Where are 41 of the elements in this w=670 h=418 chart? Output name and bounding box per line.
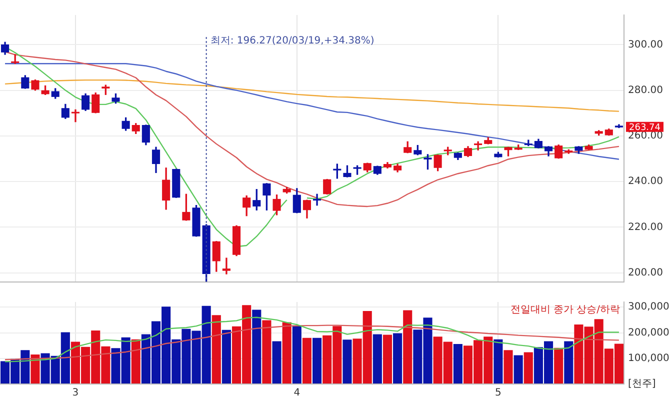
- bar: [453, 344, 462, 384]
- x-tick-label: 3: [72, 388, 79, 399]
- bar: [282, 322, 292, 384]
- bar: [212, 315, 221, 384]
- bar: [403, 310, 412, 384]
- bar: [393, 333, 402, 384]
- bar: [312, 338, 322, 384]
- bar: [272, 341, 282, 384]
- bar: [30, 354, 40, 384]
- y-tick-label: 200,000: [628, 327, 670, 338]
- y-tick-label: 280.00: [628, 84, 663, 96]
- y-tick-label: 200.00: [628, 267, 663, 278]
- candlestick: [353, 165, 362, 175]
- bar: [292, 325, 302, 384]
- x-tick-label: 5: [495, 388, 502, 399]
- bar: [372, 334, 382, 384]
- y-tick-label: 100,000: [628, 352, 670, 364]
- y-tick-label: 300,000: [628, 302, 670, 313]
- x-tick-label: 4: [294, 388, 300, 399]
- y-tick-label: 240.00: [628, 176, 663, 188]
- bar: [342, 340, 352, 384]
- bar: [222, 330, 231, 384]
- y-tick-label: 220.00: [628, 222, 663, 233]
- bar: [382, 334, 392, 384]
- bar: [131, 339, 140, 384]
- annotation: 최저: 196.27(20/03/19,+34.38%): [210, 36, 374, 47]
- bar: [564, 341, 574, 384]
- bar: [262, 320, 272, 384]
- bar: [524, 352, 533, 384]
- text: 263.74: [629, 122, 661, 133]
- y-tick-label: [천주]: [628, 378, 656, 390]
- bar: [302, 338, 312, 384]
- bar: [514, 355, 523, 384]
- y-tick-label: 260.00: [628, 130, 663, 142]
- candlestick: [424, 154, 432, 170]
- bar: [494, 339, 503, 384]
- bar: [504, 350, 513, 384]
- bar: [554, 348, 564, 384]
- annotation: 전일대비 종가 상승/하락: [510, 304, 620, 316]
- y-tick-label: 300.00: [628, 39, 663, 50]
- bar: [252, 310, 262, 384]
